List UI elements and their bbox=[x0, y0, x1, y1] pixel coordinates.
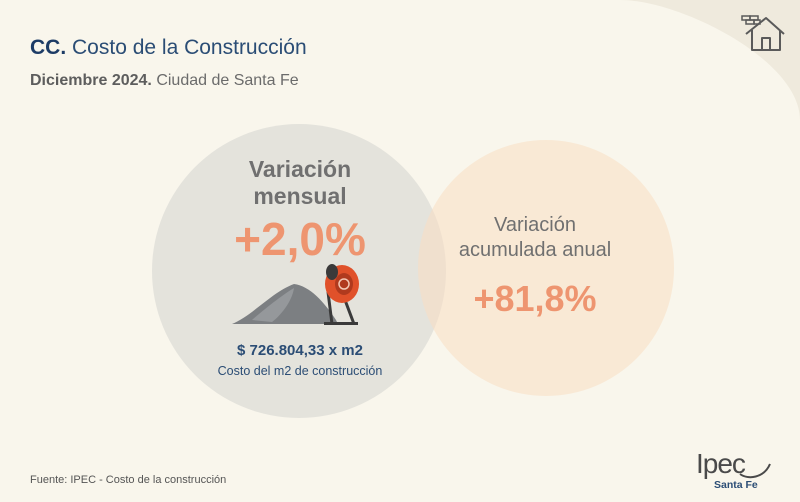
logo-swoosh-icon bbox=[739, 463, 771, 479]
page-subtitle: Diciembre 2024. Ciudad de Santa Fe bbox=[30, 72, 299, 90]
annual-variation-label: Variación acumulada anual bbox=[430, 213, 640, 263]
subtitle-place: Ciudad de Santa Fe bbox=[156, 72, 299, 89]
logo-main-text: Ipec bbox=[696, 448, 746, 479]
monthly-variation-value: +2,0% bbox=[234, 213, 366, 265]
logo-sub-text: Santa Fe bbox=[714, 479, 758, 491]
monthly-variation-label: Variación mensual bbox=[200, 156, 400, 210]
monthly-label-line2: mensual bbox=[253, 183, 347, 209]
annual-label-line2: acumulada anual bbox=[458, 239, 612, 261]
monthly-variation-circle bbox=[152, 124, 446, 418]
annual-label-line1: Variación bbox=[494, 214, 576, 236]
annual-variation-circle bbox=[418, 140, 674, 396]
subtitle-period: Diciembre 2024. bbox=[30, 72, 152, 89]
monthly-label-line1: Variación bbox=[248, 156, 352, 182]
ipec-logo: Ipec Santa Fe bbox=[692, 448, 774, 494]
annual-variation-value: +81,8% bbox=[473, 278, 597, 319]
title-code: CC. bbox=[30, 36, 67, 59]
source-note: Fuente: IPEC - Costo de la construcción bbox=[30, 474, 227, 486]
house-with-bricks-icon bbox=[741, 15, 785, 51]
page-title: CC. Costo de la Construcción bbox=[30, 36, 307, 60]
title-text: Costo de la Construcción bbox=[72, 36, 307, 59]
cost-per-m2-caption: Costo del m2 de construcción bbox=[217, 364, 383, 378]
cost-per-m2-value: $ 726.804,33 x m2 bbox=[237, 342, 363, 359]
cement-mixer-icon bbox=[232, 264, 359, 325]
